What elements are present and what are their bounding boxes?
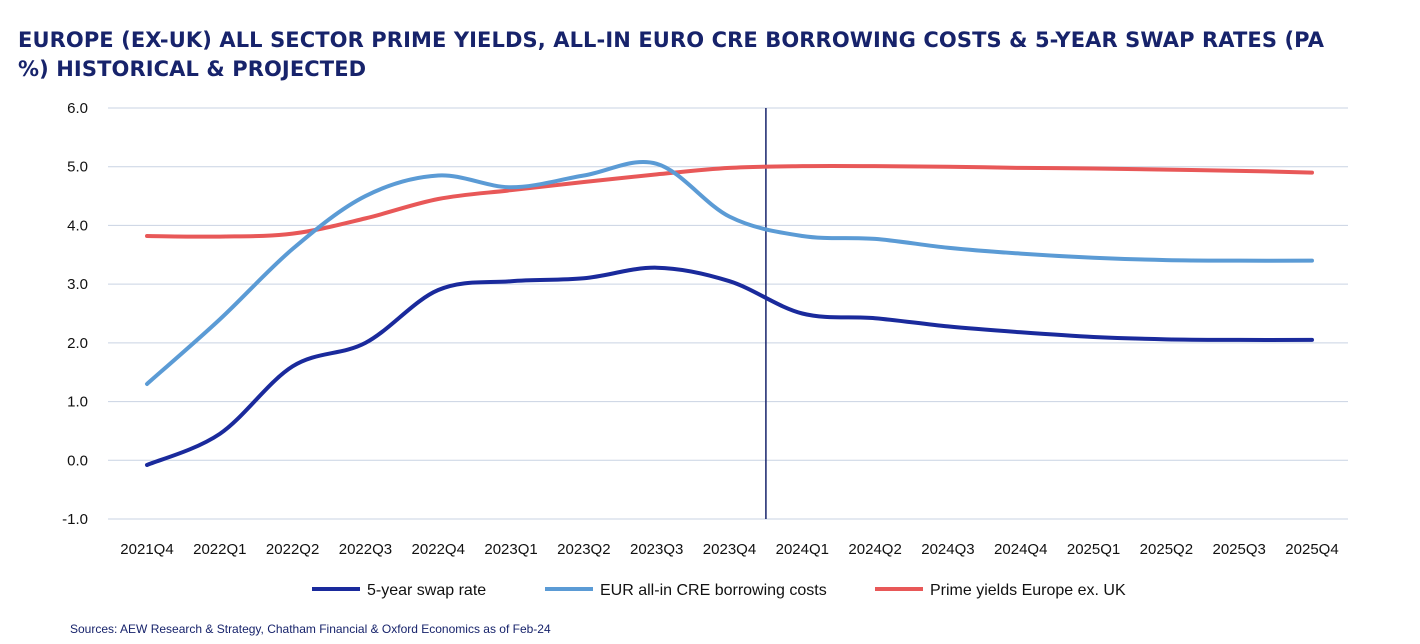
x-tick-label: 2025Q1: [1067, 541, 1120, 558]
legend-label: EUR all-in CRE borrowing costs: [600, 582, 827, 599]
x-tick-label: 2022Q3: [339, 541, 392, 558]
x-tick-label: 2024Q4: [994, 541, 1047, 558]
x-tick-label: 2024Q3: [921, 541, 974, 558]
y-tick-label: 5.0: [67, 159, 88, 176]
x-tick-label: 2023Q2: [557, 541, 610, 558]
x-tick-label: 2021Q4: [120, 541, 173, 558]
x-tick-label: 2022Q1: [193, 541, 246, 558]
x-tick-label: 2024Q1: [776, 541, 829, 558]
y-tick-label: 3.0: [67, 276, 88, 293]
y-tick-label: 6.0: [67, 100, 88, 117]
x-tick-label: 2025Q4: [1285, 541, 1338, 558]
y-tick-label: 0.0: [67, 452, 88, 469]
x-tick-label: 2024Q2: [848, 541, 901, 558]
source-note: Sources: AEW Research & Strategy, Chatha…: [70, 622, 551, 636]
series-lines: [145, 160, 1314, 467]
series-line-1: [145, 160, 1314, 386]
x-tick-label: 2025Q2: [1140, 541, 1193, 558]
series-line-0: [145, 265, 1314, 467]
y-axis: -1.0 0.0 1.0 2.0 3.0 4.0 5.0 6.0: [62, 100, 88, 528]
legend: 5-year swap rate EUR all-in CRE borrowing…: [312, 582, 1126, 599]
x-tick-label: 2025Q3: [1212, 541, 1265, 558]
legend-label: 5-year swap rate: [367, 582, 486, 599]
series-line-2: [145, 163, 1314, 239]
x-tick-label: 2022Q4: [412, 541, 465, 558]
x-tick-label: 2023Q3: [630, 541, 683, 558]
y-tick-label: 1.0: [67, 394, 88, 411]
x-tick-label: 2022Q2: [266, 541, 319, 558]
x-tick-label: 2023Q4: [703, 541, 756, 558]
x-tick-label: 2023Q1: [484, 541, 537, 558]
y-tick-label: -1.0: [62, 511, 88, 528]
legend-label: Prime yields Europe ex. UK: [930, 582, 1126, 599]
y-tick-label: 2.0: [67, 335, 88, 352]
chart-title: EUROPE (EX-UK) ALL SECTOR PRIME YIELDS, …: [18, 28, 1325, 81]
y-tick-label: 4.0: [67, 217, 88, 234]
x-axis: 2021Q4 2022Q1 2022Q2 2022Q3 2022Q4 2023Q1 2023…: [120, 541, 1338, 558]
